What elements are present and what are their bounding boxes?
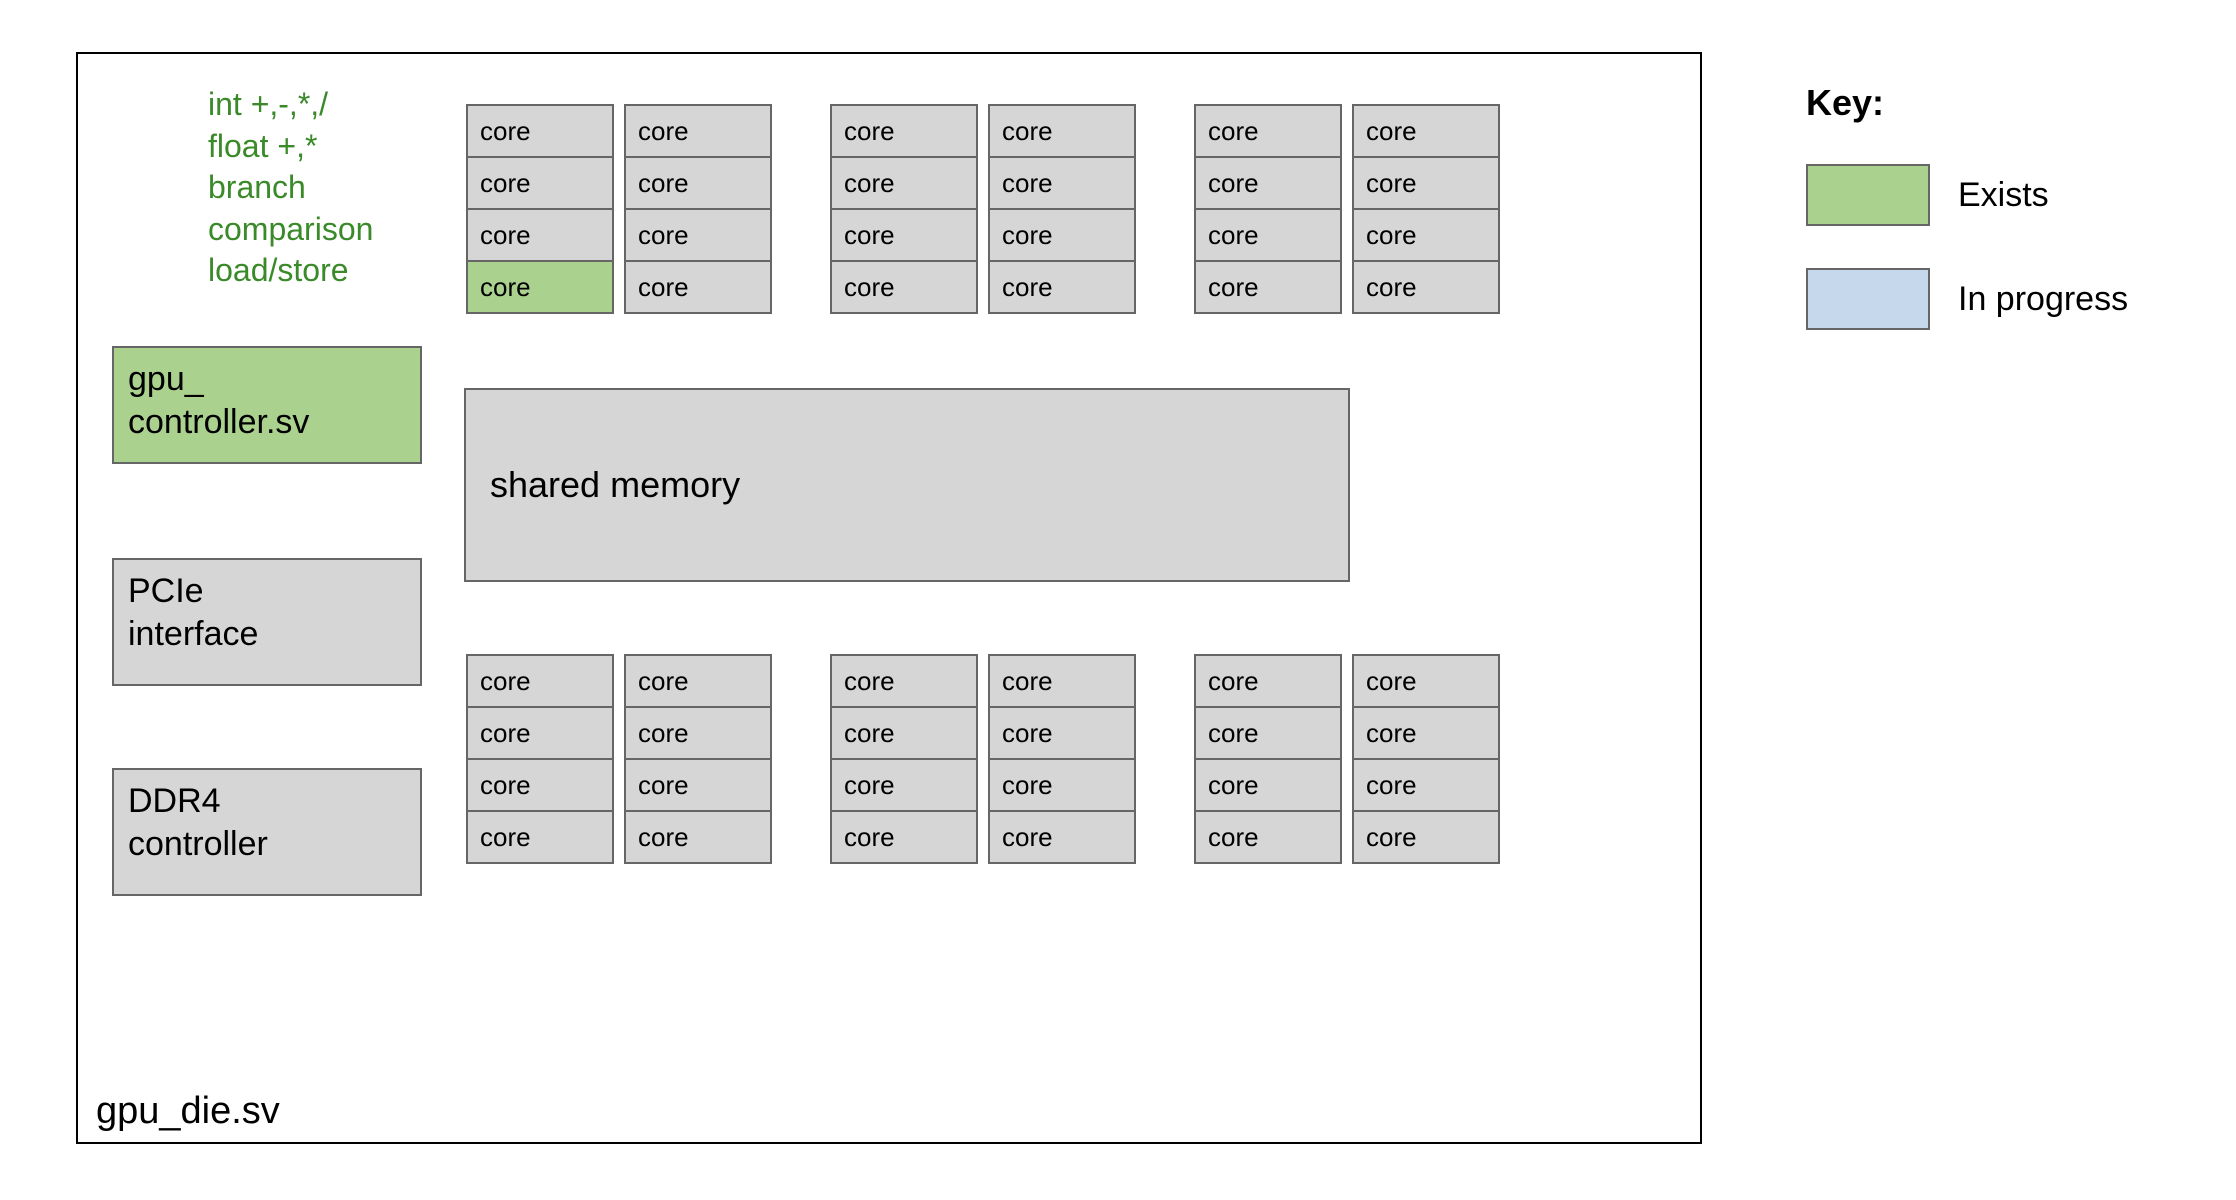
core-cell: core	[1194, 654, 1342, 708]
instruction-line: float +,*	[208, 126, 373, 168]
instruction-line: comparison	[208, 209, 373, 251]
core-cell: core	[988, 706, 1136, 760]
legend-label-inprogress: In progress	[1958, 280, 2128, 319]
ddr4-controller-block: DDR4controller	[112, 768, 422, 896]
diagram-canvas: gpu_die.sv int +,-,*,/float +,*branchcom…	[0, 0, 2236, 1200]
instruction-line: branch	[208, 167, 373, 209]
core-cell: core	[466, 654, 614, 708]
core-cell: core	[466, 260, 614, 314]
core-cell: core	[830, 208, 978, 262]
core-cell: core	[830, 104, 978, 158]
core-cell: core	[624, 758, 772, 812]
core-cell: core	[1194, 706, 1342, 760]
legend-title: Key:	[1806, 82, 1884, 124]
core-cell: core	[624, 706, 772, 760]
shared-memory-block: shared memory	[464, 388, 1350, 582]
core-cell: core	[1194, 208, 1342, 262]
gpu-controller-label: gpu_controller.sv	[128, 358, 406, 443]
core-cell: core	[830, 260, 978, 314]
core-cell: core	[988, 654, 1136, 708]
core-cell: core	[1194, 810, 1342, 864]
core-cell: core	[466, 758, 614, 812]
core-cell: core	[1352, 208, 1500, 262]
legend-swatch-exists	[1806, 164, 1930, 226]
core-cell: core	[1352, 706, 1500, 760]
core-cell: core	[988, 260, 1136, 314]
core-cell: core	[988, 810, 1136, 864]
legend-swatch-inprogress	[1806, 268, 1930, 330]
core-cell: core	[830, 706, 978, 760]
core-cell: core	[624, 654, 772, 708]
core-cell: core	[988, 104, 1136, 158]
core-cell: core	[988, 208, 1136, 262]
instruction-line: load/store	[208, 250, 373, 292]
core-cell: core	[1194, 260, 1342, 314]
core-cell: core	[624, 260, 772, 314]
core-cell: core	[988, 156, 1136, 210]
core-cell: core	[624, 104, 772, 158]
core-cell: core	[1194, 758, 1342, 812]
gpu-die-label: gpu_die.sv	[96, 1090, 280, 1133]
core-cell: core	[624, 810, 772, 864]
core-cell: core	[466, 208, 614, 262]
instruction-list: int +,-,*,/float +,*branchcomparisonload…	[208, 84, 373, 292]
core-cell: core	[466, 706, 614, 760]
core-cell: core	[466, 810, 614, 864]
core-cell: core	[830, 758, 978, 812]
core-cell: core	[1352, 156, 1500, 210]
core-cell: core	[830, 654, 978, 708]
pcie-interface-block: PCIeinterface	[112, 558, 422, 686]
core-cell: core	[1352, 654, 1500, 708]
pcie-interface-label: PCIeinterface	[128, 570, 406, 655]
gpu-controller-block: gpu_controller.sv	[112, 346, 422, 464]
core-cell: core	[1352, 260, 1500, 314]
core-cell: core	[624, 156, 772, 210]
core-cell: core	[624, 208, 772, 262]
core-cell: core	[830, 810, 978, 864]
core-cell: core	[1352, 104, 1500, 158]
shared-memory-label: shared memory	[490, 464, 740, 506]
core-cell: core	[1194, 104, 1342, 158]
core-cell: core	[830, 156, 978, 210]
core-cell: core	[988, 758, 1136, 812]
core-cell: core	[1194, 156, 1342, 210]
core-cell: core	[1352, 810, 1500, 864]
ddr4-controller-label: DDR4controller	[128, 780, 406, 865]
core-cell: core	[1352, 758, 1500, 812]
core-cell: core	[466, 156, 614, 210]
instruction-line: int +,-,*,/	[208, 84, 373, 126]
legend-label-exists: Exists	[1958, 176, 2049, 215]
core-cell: core	[466, 104, 614, 158]
